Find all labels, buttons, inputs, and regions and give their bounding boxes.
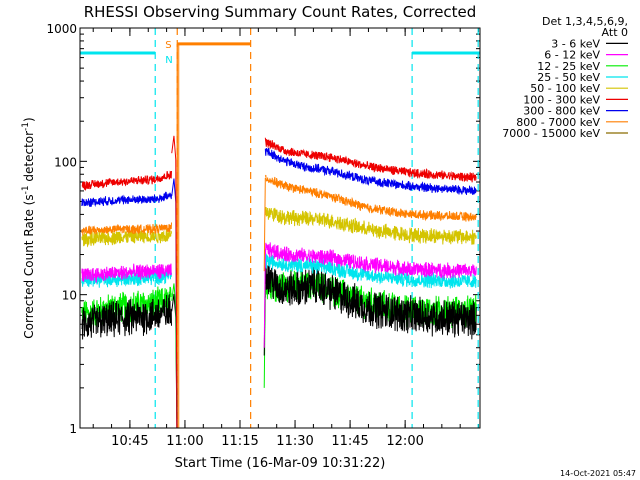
series-line	[264, 242, 477, 279]
series-line	[264, 206, 477, 245]
series-line	[81, 263, 172, 283]
x-axis-label: Start Time (16-Mar-09 10:31:22)	[175, 456, 386, 471]
series-6-12keV	[81, 242, 477, 283]
series-line	[81, 222, 172, 236]
series-100-300keV	[81, 137, 477, 192]
legend-label: 3 - 6 keV	[551, 37, 600, 50]
series-line	[81, 191, 172, 208]
series-300-800keV	[81, 147, 477, 208]
y-axis-label-sup2: -1	[21, 122, 31, 131]
chart-title: RHESSI Observing Summary Count Rates, Co…	[84, 3, 477, 21]
y-tick-label: 1	[69, 422, 77, 436]
flag-letter-n: N	[165, 55, 172, 66]
transition-spikes	[171, 135, 266, 429]
series-800-7000keV	[81, 174, 477, 236]
legend-header: Det 1,3,4,5,6,9,	[542, 15, 628, 28]
y-tick-label: 10	[62, 289, 77, 303]
legend-label: 7000 - 15000 keV	[502, 127, 600, 140]
series-line	[264, 147, 477, 195]
series-line	[81, 294, 172, 340]
y-tick-label: 100	[54, 155, 77, 169]
y-axis-label: Corrected Count Rate (s-1 detector-1)	[21, 117, 36, 338]
observing-flags: SN	[80, 40, 480, 428]
plot-border	[79, 27, 481, 429]
legend-label: 12 - 25 keV	[537, 60, 600, 73]
x-tick-label: 11:15	[221, 434, 258, 449]
legend-label: 800 - 7000 keV	[516, 116, 600, 129]
legend-label: 100 - 300 keV	[523, 93, 600, 106]
legend-label: 50 - 100 keV	[530, 82, 600, 95]
event-lines	[154, 28, 479, 428]
plot-axes: 1 10 100 1000 10:45 11:00 11:15 11:30 11:45 12:00	[46, 22, 480, 449]
series-3-6keV	[81, 259, 477, 340]
series-line	[81, 228, 172, 248]
y-axis-label-end: )	[22, 117, 36, 122]
transition-spike	[171, 135, 178, 429]
series-line	[264, 137, 477, 183]
series-line	[264, 174, 477, 222]
series-line	[264, 253, 477, 289]
y-tick-label: 1000	[46, 22, 77, 36]
x-tick-label: 11:45	[331, 434, 368, 449]
x-tick-label: 12:00	[386, 434, 423, 449]
x-tick-label: 10:45	[111, 434, 148, 449]
x-tick-label: 11:00	[166, 434, 203, 449]
legend-label: 6 - 12 keV	[544, 49, 600, 62]
series-line	[264, 259, 477, 340]
y-axis-label-mid: detector	[22, 131, 36, 186]
transition-spike	[263, 249, 266, 348]
footer-timestamp: 14-Oct-2021 05:47	[560, 469, 636, 478]
y-axis-label-sup1: -1	[21, 185, 31, 194]
x-tick-label: 11:30	[276, 434, 313, 449]
legend-label: 300 - 800 keV	[523, 105, 600, 118]
y-axis-label-main: Corrected Count Rate (s	[22, 194, 36, 338]
plot-frame	[79, 27, 481, 429]
series-line	[81, 170, 172, 192]
legend-header: Att 0	[602, 26, 628, 39]
flag-letter-s: S	[165, 40, 171, 51]
series-group	[81, 135, 477, 429]
transition-spike	[263, 177, 266, 272]
legend-label: 25 - 50 keV	[537, 71, 600, 84]
series-50-100keV	[81, 206, 477, 248]
